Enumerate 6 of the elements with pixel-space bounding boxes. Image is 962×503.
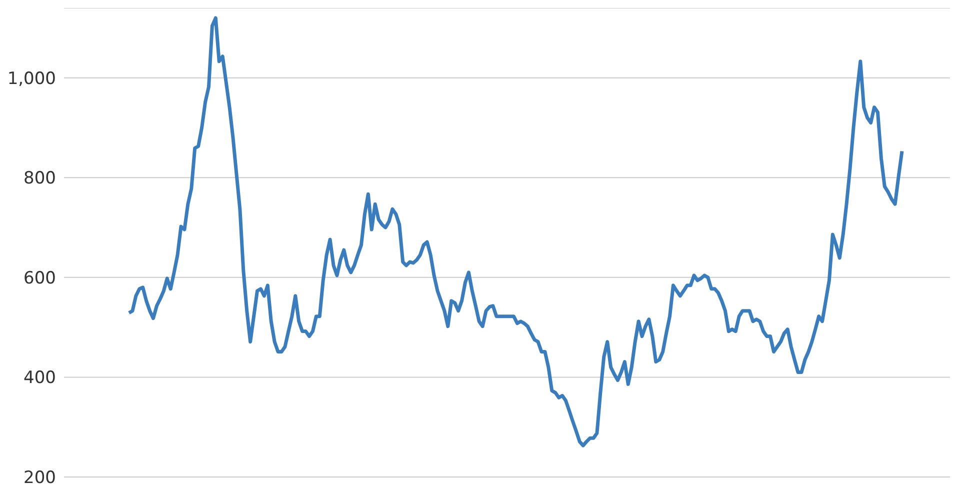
y-tick-label: 600 bbox=[24, 268, 56, 288]
y-tick-label: 800 bbox=[24, 168, 56, 189]
y-tick-label: 400 bbox=[24, 368, 56, 388]
line-series bbox=[127, 16, 904, 448]
y-tick-label: 200 bbox=[24, 468, 56, 488]
y-tick-label: 1,000 bbox=[7, 68, 56, 89]
